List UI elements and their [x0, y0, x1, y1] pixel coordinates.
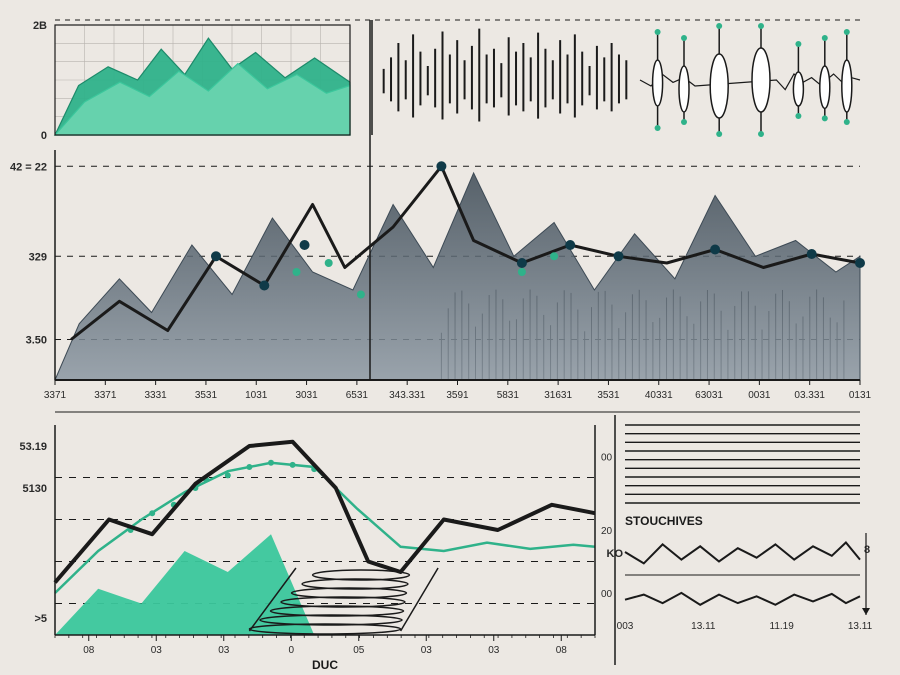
bl-ytick-right: 00	[601, 453, 613, 464]
sparkline-2	[625, 593, 860, 605]
br-xtick: 003	[617, 621, 634, 632]
spark1-label-left: KO	[607, 548, 624, 560]
main-ytick: 3.50	[26, 335, 47, 347]
bl-xlabel: DUC	[312, 658, 338, 672]
top-area-chart: 2B 0	[33, 20, 350, 142]
main-ytick: 42 = 22	[10, 161, 47, 173]
teal-marker	[325, 259, 333, 267]
bl-xtick: 08	[556, 645, 568, 656]
bl-xtick: 03	[488, 645, 500, 656]
line-marker	[565, 240, 575, 250]
line-marker	[855, 258, 865, 268]
main-xtick: 40331	[645, 390, 673, 401]
main-xtick: 3331	[145, 390, 168, 401]
bl-ytick-right: 20	[601, 526, 613, 537]
br-xtick: 13.11	[848, 621, 873, 632]
bl-ytick-left: >5	[34, 613, 47, 625]
sparkline-1	[625, 543, 860, 564]
teal-marker	[518, 268, 526, 276]
br-title: STOUCHIVES	[625, 514, 703, 528]
main-xtick: 3591	[446, 390, 469, 401]
main-xtick: 31631	[544, 390, 572, 401]
bl-ytick-left: 53.19	[19, 441, 47, 453]
line-marker	[436, 161, 446, 171]
dashboard-canvas: 2B 0 42 = 22 329 3.50 3371 3371 3331 3531 1031 303…	[0, 0, 900, 675]
ytick-label: 0	[41, 130, 47, 142]
teal-marker	[293, 268, 301, 276]
line-marker	[710, 245, 720, 255]
br-xtick: 11.19	[770, 621, 795, 632]
main-xtick: 3371	[44, 390, 67, 401]
teal-area	[55, 534, 314, 635]
line-marker	[614, 251, 624, 261]
main-xtick: 3531	[597, 390, 620, 401]
br-xtick: 13.11	[691, 621, 716, 632]
bl-ytick-left: 5130	[23, 483, 47, 495]
main-xtick: 03.331	[794, 390, 825, 401]
main-xtick: 63031	[695, 390, 723, 401]
bl-xtick: 03	[151, 645, 163, 656]
candlestick-chart	[640, 23, 860, 137]
main-xtick: 0031	[748, 390, 771, 401]
down-arrow-icon	[862, 608, 870, 615]
main-xtick: 3371	[94, 390, 117, 401]
line-marker	[300, 240, 310, 250]
line-marker	[517, 258, 527, 268]
main-xtick: 5831	[497, 390, 520, 401]
bl-xtick: 08	[83, 645, 95, 656]
main-xtick: 6531	[346, 390, 369, 401]
line-marker	[259, 281, 269, 291]
bottom-left-chart: 53.19 5130 >5 00 20 00 08 03 03 0 05 03 03 08 DUC	[19, 425, 612, 672]
main-xtick: 3031	[295, 390, 318, 401]
bl-xtick: 0	[288, 645, 294, 656]
main-xtick: 343.331	[389, 390, 426, 401]
bl-xtick: 05	[353, 645, 365, 656]
teal-marker	[357, 291, 365, 299]
line-marker	[807, 249, 817, 259]
line-marker	[211, 251, 221, 261]
teal-marker	[550, 252, 558, 260]
spark1-label-right: 8	[864, 544, 870, 556]
main-xtick: 1031	[245, 390, 268, 401]
main-ytick: 329	[29, 251, 47, 263]
main-xtick: 0131	[849, 390, 872, 401]
bl-xtick: 03	[421, 645, 433, 656]
waveform-chart	[372, 20, 626, 135]
bl-ytick-right: 00	[601, 589, 613, 600]
bl-xtick: 03	[218, 645, 230, 656]
ytick-label: 2B	[33, 20, 47, 32]
bottom-right-panel: STOUCHIVES KO 8 003 13.11 11.19 13.11	[607, 415, 873, 665]
main-xtick: 3531	[195, 390, 218, 401]
